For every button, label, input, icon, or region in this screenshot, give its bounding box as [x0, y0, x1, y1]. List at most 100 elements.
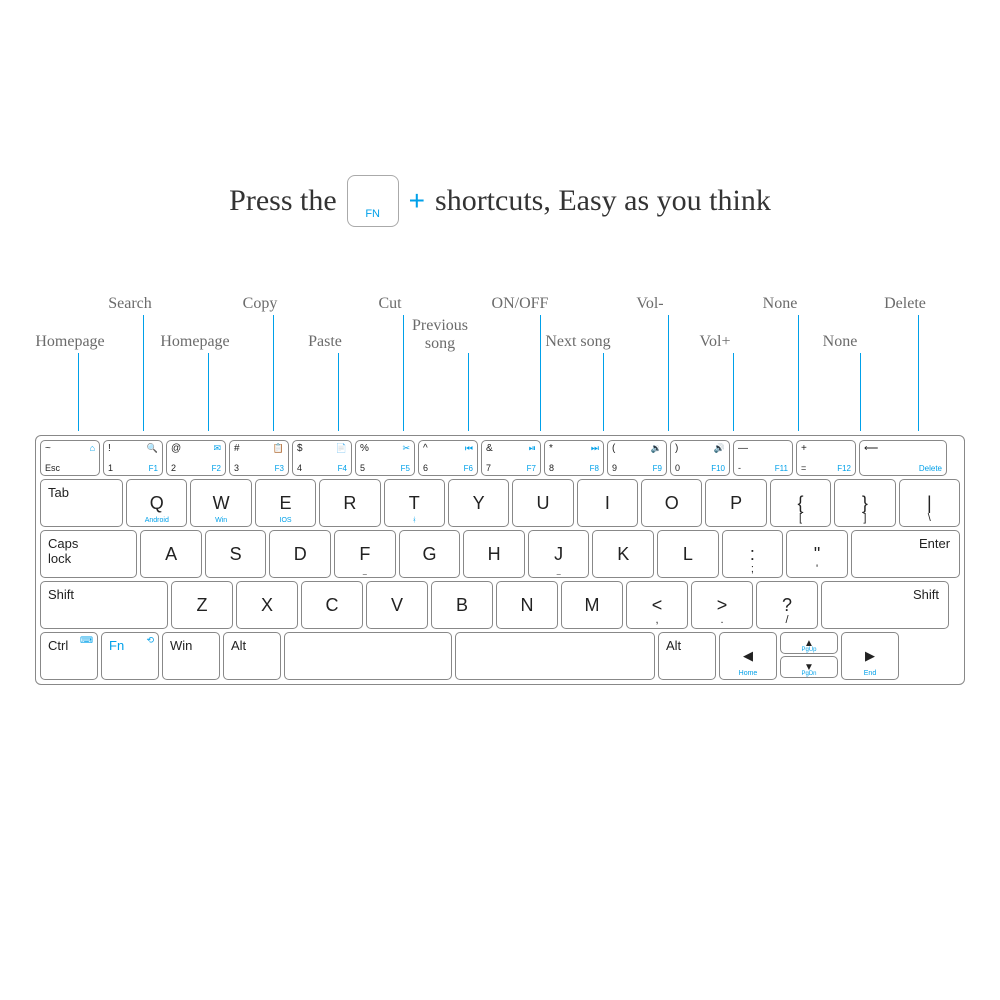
key: L [657, 530, 719, 578]
key: ▶End [841, 632, 899, 680]
key: Tab [40, 479, 123, 527]
key: Z [171, 581, 233, 629]
key: ⟵Delete [859, 440, 947, 476]
key: ^6⏮F6 [418, 440, 478, 476]
qwerty-row: TabQAndroidWWinEIOSRTᚼYUIOP{[}]|\ [40, 479, 960, 527]
callout-label: Copy [210, 295, 310, 313]
key: #3📋F3 [229, 440, 289, 476]
leader-line [733, 353, 734, 431]
key: R [319, 479, 380, 527]
key: *8⏭F8 [544, 440, 604, 476]
key: :; [722, 530, 784, 578]
key [284, 632, 452, 680]
key: ⟲Fn [101, 632, 159, 680]
key: C [301, 581, 363, 629]
key: K [592, 530, 654, 578]
callout-label: Vol- [600, 295, 700, 313]
key: M [561, 581, 623, 629]
key: H [463, 530, 525, 578]
callout-label: Homepage [20, 333, 120, 351]
key: Win [162, 632, 220, 680]
home-row: CapslockASDF_GHJ_KL:;"'Enter [40, 530, 960, 578]
plus-icon: + [409, 185, 425, 217]
key: S [205, 530, 267, 578]
key: <, [626, 581, 688, 629]
key: ~Esc⌂ [40, 440, 100, 476]
headline-before: Press the [229, 184, 337, 218]
key: I [577, 479, 638, 527]
callout-label: Next song [528, 333, 628, 351]
key: B [431, 581, 493, 629]
key: !1🔍F1 [103, 440, 163, 476]
leader-line [603, 353, 604, 431]
key: &7⏯F7 [481, 440, 541, 476]
headline-after: shortcuts, Easy as you think [435, 184, 771, 218]
key: O [641, 479, 702, 527]
key: ▼PgDn [780, 656, 838, 678]
key: QAndroid [126, 479, 187, 527]
key: Tᚼ [384, 479, 445, 527]
callout-label: Search [80, 295, 180, 313]
key: D [269, 530, 331, 578]
key: X [236, 581, 298, 629]
key: @2✉F2 [166, 440, 226, 476]
callout-label: ON/OFF [470, 295, 570, 313]
key: Alt [658, 632, 716, 680]
function-row: ~Esc⌂!1🔍F1@2✉F2#3📋F3$4📄F4%5✂F5^6⏮F6&7⏯F7… [40, 440, 960, 476]
leader-line [338, 353, 339, 431]
space-row: ⌨Ctrl⟲FnWinAltAlt◀Home▲PgUp▼PgDn▶End [40, 632, 960, 680]
key: Alt [223, 632, 281, 680]
leader-line [273, 315, 274, 431]
leader-line [78, 353, 79, 431]
key: {[ [770, 479, 831, 527]
key: }] [834, 479, 895, 527]
callout-label: Previoussong [390, 317, 490, 352]
key: V [366, 581, 428, 629]
key: +=F12 [796, 440, 856, 476]
callout-labels: Homepage Search Homepage Copy Paste Cut Previo… [0, 295, 1000, 435]
key: Enter [851, 530, 960, 578]
key: ◀Home [719, 632, 777, 680]
callout-label: Paste [275, 333, 375, 351]
key: (9🔉F9 [607, 440, 667, 476]
key: U [512, 479, 573, 527]
key: %5✂F5 [355, 440, 415, 476]
callout-label: Delete [855, 295, 955, 313]
leader-line [468, 353, 469, 431]
key: J_ [528, 530, 590, 578]
key: )0🔊F10 [670, 440, 730, 476]
key: WWin [190, 479, 251, 527]
leader-line [860, 353, 861, 431]
key: Shift [40, 581, 168, 629]
key: ⌨Ctrl [40, 632, 98, 680]
leader-line [208, 353, 209, 431]
key: —-F11 [733, 440, 793, 476]
key: G [399, 530, 461, 578]
key: Y [448, 479, 509, 527]
key: ▲PgUp [780, 632, 838, 654]
callout-label: None [790, 333, 890, 351]
key [455, 632, 655, 680]
callout-label: Homepage [145, 333, 245, 351]
key: "' [786, 530, 848, 578]
leader-line [918, 315, 919, 431]
callout-label: None [730, 295, 830, 313]
key: Shift [821, 581, 949, 629]
key: EIOS [255, 479, 316, 527]
key: $4📄F4 [292, 440, 352, 476]
key: P [705, 479, 766, 527]
key: >. [691, 581, 753, 629]
shift-row: ShiftZXCVBNM<,>.?/Shift [40, 581, 960, 629]
fn-key-illustration: FN [347, 175, 399, 227]
key: F_ [334, 530, 396, 578]
key: |\ [899, 479, 960, 527]
headline: Press the FN + shortcuts, Easy as you th… [0, 175, 1000, 227]
arrow-up-down: ▲PgUp▼PgDn [780, 632, 838, 680]
callout-label: Vol+ [665, 333, 765, 351]
keyboard-diagram: ~Esc⌂!1🔍F1@2✉F2#3📋F3$4📄F4%5✂F5^6⏮F6&7⏯F7… [35, 435, 965, 685]
callout-label: Cut [340, 295, 440, 313]
key: N [496, 581, 558, 629]
key: ?/ [756, 581, 818, 629]
key: Capslock [40, 530, 137, 578]
leader-line [143, 315, 144, 431]
